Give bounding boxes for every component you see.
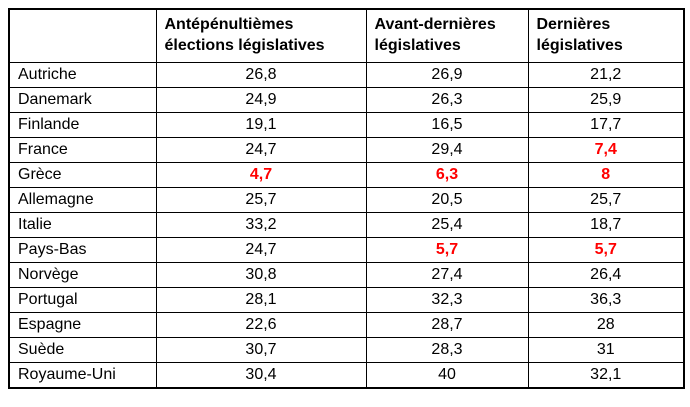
value-cell: 24,9 (155, 87, 367, 113)
value-cell: 25,7 (527, 187, 685, 213)
value-cell: 25,7 (155, 187, 367, 213)
country-cell: Norvège (8, 262, 157, 288)
country-cell: Danemark (8, 87, 157, 113)
value-cell: 40 (365, 362, 529, 389)
value-cell-highlighted: 4,7 (155, 162, 367, 188)
table-container: Antépénultièmes élections législatives A… (8, 8, 685, 389)
value-cell: 32,3 (365, 287, 529, 313)
country-cell: Portugal (8, 287, 157, 313)
table-row: France 24,7 29,4 7,4 (8, 137, 685, 163)
table-row: Danemark 24,9 26,3 25,9 (8, 87, 685, 113)
value-cell: 24,7 (155, 237, 367, 263)
value-cell: 26,8 (155, 62, 367, 88)
value-cell: 21,2 (527, 62, 685, 88)
country-cell: Italie (8, 212, 157, 238)
country-cell: Suède (8, 337, 157, 363)
table-row: Italie 33,2 25,4 18,7 (8, 212, 685, 238)
value-cell: 30,8 (155, 262, 367, 288)
country-cell: Autriche (8, 62, 157, 88)
value-cell: 25,4 (365, 212, 529, 238)
value-cell: 17,7 (527, 112, 685, 138)
table-row: Portugal 28,1 32,3 36,3 (8, 287, 685, 313)
table-row: Espagne 22,6 28,7 28 (8, 312, 685, 338)
value-cell: 30,7 (155, 337, 367, 363)
value-cell: 26,3 (365, 87, 529, 113)
value-cell: 28,7 (365, 312, 529, 338)
election-table: Antépénultièmes élections législatives A… (8, 8, 685, 389)
header-antepenultiemes: Antépénultièmes élections législatives (155, 8, 367, 63)
country-cell: France (8, 137, 157, 163)
table-row: Norvège 30,8 27,4 26,4 (8, 262, 685, 288)
value-cell: 27,4 (365, 262, 529, 288)
country-cell: Grèce (8, 162, 157, 188)
value-cell: 29,4 (365, 137, 529, 163)
table-row: Grèce 4,7 6,3 8 (8, 162, 685, 188)
table-body: Autriche 26,8 26,9 21,2 Danemark 24,9 26,3 25,9… (8, 62, 685, 389)
country-cell: Allemagne (8, 187, 157, 213)
value-cell-highlighted: 7,4 (527, 137, 685, 163)
value-cell: 28 (527, 312, 685, 338)
value-cell-highlighted: 5,7 (365, 237, 529, 263)
value-cell: 28,3 (365, 337, 529, 363)
header-avant-dernieres: Avant-dernières législatives (365, 8, 529, 63)
value-cell: 18,7 (527, 212, 685, 238)
value-cell: 31 (527, 337, 685, 363)
table-row: Royaume-Uni 30,4 40 32,1 (8, 362, 685, 389)
table-row: Allemagne 25,7 20,5 25,7 (8, 187, 685, 213)
value-cell: 16,5 (365, 112, 529, 138)
value-cell: 26,9 (365, 62, 529, 88)
value-cell: 25,9 (527, 87, 685, 113)
table-row: Suède 30,7 28,3 31 (8, 337, 685, 363)
value-cell: 33,2 (155, 212, 367, 238)
value-cell: 36,3 (527, 287, 685, 313)
value-cell: 32,1 (527, 362, 685, 389)
value-cell-highlighted: 8 (527, 162, 685, 188)
header-row: Antépénultièmes élections législatives A… (8, 8, 685, 63)
table-row: Pays-Bas 24,7 5,7 5,7 (8, 237, 685, 263)
value-cell: 26,4 (527, 262, 685, 288)
country-cell: Royaume-Uni (8, 362, 157, 389)
table-row: Finlande 19,1 16,5 17,7 (8, 112, 685, 138)
value-cell: 22,6 (155, 312, 367, 338)
value-cell: 28,1 (155, 287, 367, 313)
table-row: Autriche 26,8 26,9 21,2 (8, 62, 685, 88)
value-cell-highlighted: 6,3 (365, 162, 529, 188)
value-cell: 24,7 (155, 137, 367, 163)
country-cell: Finlande (8, 112, 157, 138)
value-cell: 30,4 (155, 362, 367, 389)
value-cell-highlighted: 5,7 (527, 237, 685, 263)
country-cell: Espagne (8, 312, 157, 338)
value-cell: 20,5 (365, 187, 529, 213)
corner-cell (8, 8, 157, 63)
header-dernieres: Dernières législatives (527, 8, 685, 63)
country-cell: Pays-Bas (8, 237, 157, 263)
value-cell: 19,1 (155, 112, 367, 138)
